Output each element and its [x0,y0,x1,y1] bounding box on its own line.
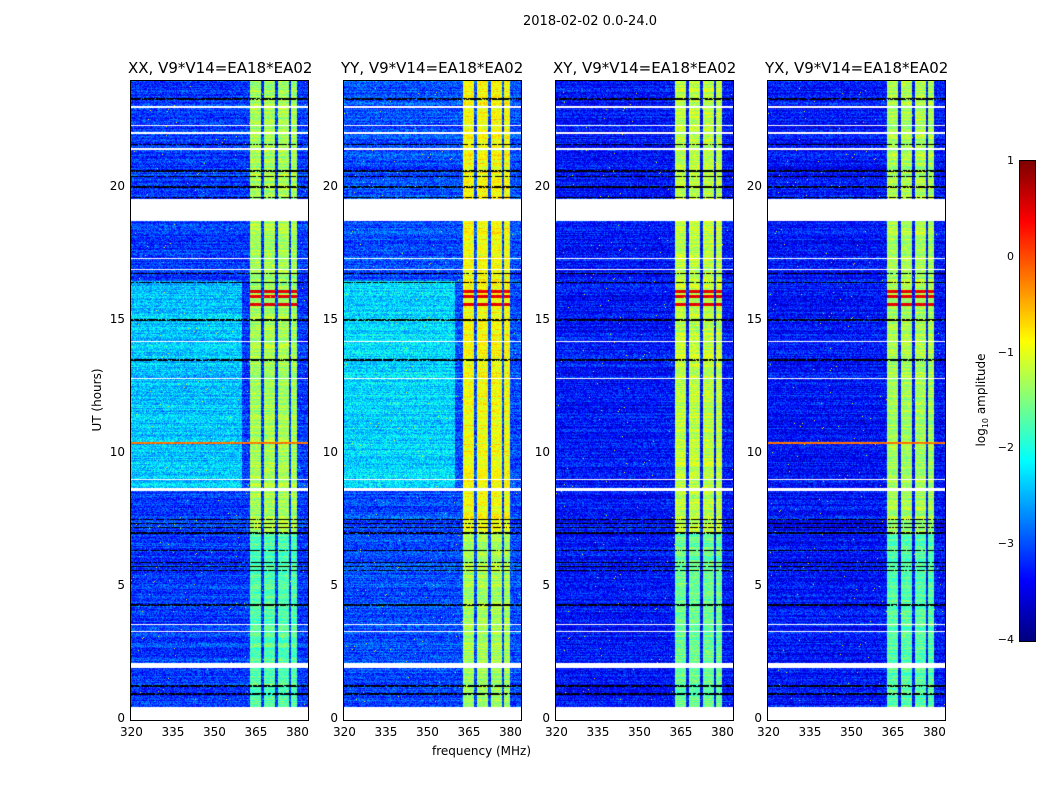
y-tick-label: 15 [322,311,338,326]
x-tick-label: 365 [669,725,693,739]
heatmap-panel [767,80,946,721]
x-tick-label: 320 [545,725,568,739]
y-tick-label: 20 [746,178,762,193]
x-tick-label: 350 [627,725,651,739]
colorbar-tick-label: −3 [997,537,1014,551]
panel-title: YY, V9*V14=EA18*EA02 [341,59,524,77]
x-tick-label: 380 [285,725,309,739]
x-tick-label: 365 [244,725,268,739]
y-tick-label: 0 [330,711,338,725]
y-tick-label: 5 [542,577,550,592]
y-tick-label: 5 [754,577,762,592]
y-tick-label: 15 [109,311,125,326]
colorbar-tick-label: −2 [997,441,1014,455]
x-tick-label: 335 [161,725,185,739]
y-tick-label: 0 [754,711,762,725]
x-tick-label: 320 [757,725,780,739]
colorbar-label: log10 amplitude [973,353,991,447]
panel-title: YX, V9*V14=EA18*EA02 [765,59,949,77]
x-tick-label: 350 [839,725,863,739]
x-tick-label: 365 [457,725,481,739]
heatmap-panel [555,80,734,721]
heatmap-cells [556,81,733,720]
figure-title: 2018-02-02 0.0-24.0 [523,14,657,29]
colorbar-tick-label: −1 [997,345,1014,359]
x-tick-label: 320 [333,725,356,739]
x-tick-label: 380 [710,725,734,739]
heatmap-panel [343,80,522,721]
x-tick-label: 350 [415,725,439,739]
y-tick-label: 15 [534,311,550,326]
y-tick-label: 10 [746,444,762,459]
colorbar-tick-label: 0 [1007,249,1014,263]
x-tick-label: 365 [881,725,905,739]
y-tick-label: 10 [109,444,125,459]
x-tick-label: 335 [586,725,610,739]
x-tick-label: 350 [202,725,226,739]
heatmap-cells [768,81,945,720]
colorbar-tick-label: 1 [1007,154,1014,167]
panel-title: XY, V9*V14=EA18*EA02 [553,59,737,77]
heatmap-cells [344,81,521,720]
y-tick-label: 0 [542,711,550,725]
y-axis-label: UT (hours) [90,368,104,432]
y-tick-label: 10 [322,444,338,459]
y-tick-label: 20 [534,178,550,193]
y-tick-label: 20 [109,178,125,193]
y-tick-label: 5 [330,577,338,592]
y-tick-label: 20 [322,178,338,193]
y-tick-label: 15 [746,311,762,326]
colorbar-tick-label: −4 [997,633,1014,646]
x-tick-label: 380 [922,725,946,739]
x-tick-label: 335 [374,725,398,739]
x-tick-label: 335 [798,725,822,739]
y-tick-label: 5 [117,577,125,592]
colorbar [1019,160,1036,642]
x-tick-label: 380 [498,725,522,739]
heatmap-cells [131,81,308,720]
y-tick-label: 10 [534,444,550,459]
y-tick-label: 0 [117,711,125,725]
panel-title: XX, V9*V14=EA18*EA02 [128,59,313,77]
x-tick-label: 320 [120,725,143,739]
heatmap-panel [130,80,309,721]
x-axis-label: frequency (MHz) [432,744,532,758]
